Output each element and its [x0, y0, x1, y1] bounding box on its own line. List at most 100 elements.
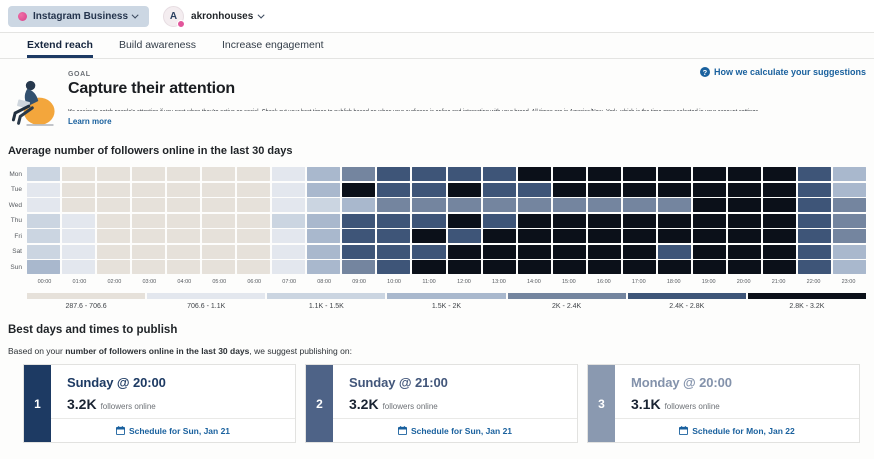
heatmap-cell[interactable] [272, 244, 306, 259]
learn-more-link[interactable]: Learn more [68, 117, 112, 126]
heatmap-cell[interactable] [622, 260, 656, 274]
heatmap-cell[interactable] [202, 260, 236, 274]
heatmap-cell[interactable] [342, 260, 376, 274]
heatmap-cell[interactable] [657, 213, 691, 228]
tab-extend-reach[interactable]: Extend reach [27, 39, 93, 58]
heatmap-cell[interactable] [377, 167, 411, 181]
heatmap-cell[interactable] [412, 198, 446, 212]
schedule-button[interactable]: Schedule for Mon, Jan 22 [615, 418, 859, 442]
heatmap-cell[interactable] [237, 198, 271, 212]
heatmap-cell[interactable] [377, 182, 411, 197]
heatmap-cell[interactable] [412, 244, 446, 259]
heatmap-cell[interactable] [657, 244, 691, 259]
heatmap-cell[interactable] [377, 244, 411, 259]
heatmap-cell[interactable] [62, 244, 96, 259]
heatmap-cell[interactable] [797, 167, 831, 181]
heatmap-cell[interactable] [692, 167, 726, 181]
heatmap-cell[interactable] [237, 229, 271, 243]
heatmap-cell[interactable] [482, 229, 516, 243]
heatmap-cell[interactable] [762, 244, 796, 259]
heatmap-cell[interactable] [412, 213, 446, 228]
heatmap-cell[interactable] [132, 260, 166, 274]
heatmap-cell[interactable] [447, 260, 481, 274]
heatmap-cell[interactable] [97, 182, 131, 197]
heatmap-cell[interactable] [482, 182, 516, 197]
heatmap-cell[interactable] [237, 167, 271, 181]
heatmap-cell[interactable] [692, 244, 726, 259]
heatmap-cell[interactable] [727, 260, 761, 274]
heatmap-cell[interactable] [132, 244, 166, 259]
heatmap-cell[interactable] [517, 182, 551, 197]
heatmap-cell[interactable] [517, 167, 551, 181]
heatmap-cell[interactable] [657, 229, 691, 243]
heatmap-cell[interactable] [202, 244, 236, 259]
profile-selector[interactable]: A akronhouses [163, 5, 265, 28]
heatmap-cell[interactable] [307, 182, 341, 197]
heatmap-cell[interactable] [482, 260, 516, 274]
heatmap-cell[interactable] [832, 182, 866, 197]
heatmap-cell[interactable] [447, 213, 481, 228]
heatmap-cell[interactable] [727, 182, 761, 197]
heatmap-cell[interactable] [167, 213, 201, 228]
heatmap-cell[interactable] [132, 229, 166, 243]
network-selector[interactable]: Instagram Business [8, 5, 150, 27]
heatmap-cell[interactable] [587, 167, 621, 181]
heatmap-cell[interactable] [587, 229, 621, 243]
heatmap-cell[interactable] [132, 198, 166, 212]
heatmap-cell[interactable] [342, 229, 376, 243]
heatmap-cell[interactable] [167, 229, 201, 243]
heatmap-cell[interactable] [692, 229, 726, 243]
heatmap-cell[interactable] [517, 229, 551, 243]
heatmap-cell[interactable] [727, 167, 761, 181]
tab-increase-engagement[interactable]: Increase engagement [222, 39, 324, 51]
heatmap-cell[interactable] [727, 198, 761, 212]
heatmap-cell[interactable] [587, 213, 621, 228]
heatmap-cell[interactable] [27, 260, 61, 274]
heatmap-cell[interactable] [832, 260, 866, 274]
heatmap-cell[interactable] [832, 213, 866, 228]
heatmap-cell[interactable] [97, 244, 131, 259]
heatmap-cell[interactable] [797, 244, 831, 259]
heatmap-cell[interactable] [762, 213, 796, 228]
heatmap-cell[interactable] [237, 182, 271, 197]
heatmap-cell[interactable] [27, 198, 61, 212]
heatmap-cell[interactable] [272, 260, 306, 274]
heatmap-cell[interactable] [307, 229, 341, 243]
heatmap-cell[interactable] [412, 167, 446, 181]
heatmap-cell[interactable] [307, 213, 341, 228]
heatmap-cell[interactable] [587, 182, 621, 197]
heatmap-cell[interactable] [412, 229, 446, 243]
heatmap-cell[interactable] [517, 260, 551, 274]
heatmap-cell[interactable] [692, 260, 726, 274]
heatmap-cell[interactable] [797, 229, 831, 243]
heatmap-cell[interactable] [167, 244, 201, 259]
heatmap-cell[interactable] [412, 260, 446, 274]
heatmap-cell[interactable] [342, 244, 376, 259]
heatmap-cell[interactable] [342, 182, 376, 197]
heatmap-cell[interactable] [587, 260, 621, 274]
heatmap-cell[interactable] [552, 260, 586, 274]
heatmap-cell[interactable] [62, 229, 96, 243]
heatmap-cell[interactable] [377, 213, 411, 228]
heatmap-cell[interactable] [377, 229, 411, 243]
heatmap-cell[interactable] [447, 198, 481, 212]
heatmap-cell[interactable] [692, 182, 726, 197]
heatmap-cell[interactable] [62, 213, 96, 228]
heatmap-cell[interactable] [622, 213, 656, 228]
heatmap-cell[interactable] [412, 182, 446, 197]
heatmap-cell[interactable] [692, 198, 726, 212]
heatmap-cell[interactable] [692, 213, 726, 228]
heatmap-cell[interactable] [97, 260, 131, 274]
heatmap-cell[interactable] [762, 182, 796, 197]
heatmap-cell[interactable] [342, 213, 376, 228]
heatmap-cell[interactable] [27, 213, 61, 228]
heatmap-cell[interactable] [552, 182, 586, 197]
heatmap-cell[interactable] [167, 260, 201, 274]
heatmap-cell[interactable] [272, 167, 306, 181]
heatmap-cell[interactable] [482, 198, 516, 212]
heatmap-cell[interactable] [832, 229, 866, 243]
heatmap-cell[interactable] [587, 198, 621, 212]
heatmap-cell[interactable] [552, 198, 586, 212]
heatmap-cell[interactable] [27, 167, 61, 181]
heatmap-cell[interactable] [202, 213, 236, 228]
